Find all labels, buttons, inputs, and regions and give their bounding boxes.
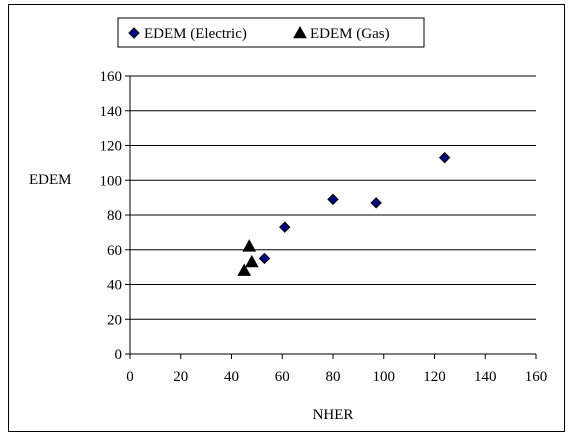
data-point-gas (237, 263, 252, 276)
legend-label: EDEM (Electric) (144, 26, 247, 42)
y-tick-label: 160 (100, 69, 123, 85)
x-tick-label: 60 (275, 369, 290, 385)
y-tick-label: 40 (107, 278, 122, 294)
data-point-gas (244, 254, 259, 268)
legend-box (117, 17, 425, 48)
data-point-electric (279, 221, 291, 233)
x-tick-label: 0 (126, 369, 134, 385)
legend-marker-gas (293, 25, 307, 39)
y-tick-label: 120 (100, 139, 123, 155)
x-tick-label: 80 (326, 369, 341, 385)
x-tick-label: 100 (373, 369, 396, 385)
y-tick-label: 60 (107, 243, 122, 259)
data-point-electric (258, 252, 271, 265)
x-tick-label: 120 (423, 369, 446, 385)
y-tick-label: 140 (100, 104, 123, 120)
chart-frame: 0 20 40 60 80 100 120 140 160 0 20 40 60 80 100 120 140 1… (8, 4, 565, 432)
y-tick-label: 20 (107, 312, 122, 328)
y-tick-label: 80 (107, 208, 122, 224)
data-point-gas (242, 239, 257, 252)
data-point-electric (370, 197, 382, 209)
x-tick-label: 40 (224, 369, 239, 385)
y-axis-title: EDEM (29, 172, 72, 188)
x-axis-title: NHER (313, 407, 354, 423)
x-tick-label: 20 (173, 369, 188, 385)
y-tick-label: 0 (115, 347, 123, 363)
scatter-chart: 0 20 40 60 80 100 120 140 160 0 20 40 60 80 100 120 140 1… (29, 17, 548, 423)
y-tick-label: 100 (100, 173, 123, 189)
x-tick-label: 140 (474, 369, 497, 385)
legend-marker-electric (128, 27, 140, 39)
data-point-electric (327, 193, 339, 206)
legend-label: EDEM (Gas) (310, 26, 390, 42)
x-tick-label: 160 (525, 369, 548, 385)
data-point-electric (438, 151, 451, 164)
